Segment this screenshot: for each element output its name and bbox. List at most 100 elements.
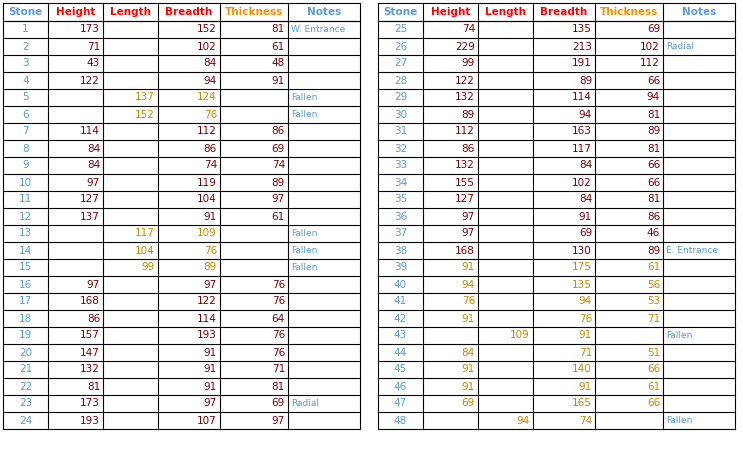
Text: 91: 91 [461,364,475,374]
Text: Height: Height [431,7,470,17]
Text: 132: 132 [455,161,475,170]
Text: 66: 66 [646,75,660,86]
Text: 114: 114 [197,313,217,323]
Text: 97: 97 [204,399,217,409]
Text: 135: 135 [572,280,592,290]
Text: 91: 91 [272,75,285,86]
Text: 20: 20 [19,348,32,358]
Text: 53: 53 [646,296,660,307]
Text: 165: 165 [572,399,592,409]
Text: 4: 4 [22,75,29,86]
Text: 24: 24 [19,415,32,425]
Text: 30: 30 [394,110,407,120]
Text: 97: 97 [87,178,100,188]
Text: 33: 33 [394,161,407,170]
Text: 91: 91 [204,348,217,358]
Text: Notes: Notes [682,7,716,17]
Text: Fallen: Fallen [666,416,692,425]
Text: 26: 26 [394,41,407,51]
Text: 109: 109 [510,331,530,341]
Text: 97: 97 [87,280,100,290]
Text: 89: 89 [461,110,475,120]
Text: 76: 76 [272,348,285,358]
Text: 89: 89 [646,245,660,256]
Text: 91: 91 [579,382,592,391]
Text: 137: 137 [80,212,100,221]
Text: 71: 71 [272,364,285,374]
Text: 97: 97 [204,280,217,290]
Text: 94: 94 [461,280,475,290]
Text: Notes: Notes [307,7,341,17]
Text: 114: 114 [572,92,592,102]
Text: 152: 152 [135,110,155,120]
Text: 76: 76 [272,296,285,307]
Text: 147: 147 [80,348,100,358]
Text: Breadth: Breadth [166,7,212,17]
Text: 64: 64 [272,313,285,323]
Text: 173: 173 [80,24,100,34]
Text: 112: 112 [455,126,475,137]
Text: 31: 31 [394,126,407,137]
Text: 117: 117 [135,229,155,239]
Text: 91: 91 [204,364,217,374]
Text: 47: 47 [394,399,407,409]
Text: 44: 44 [394,348,407,358]
Text: 38: 38 [394,245,407,256]
Text: 84: 84 [579,194,592,204]
Text: 37: 37 [394,229,407,239]
Text: 168: 168 [80,296,100,307]
Text: 74: 74 [272,161,285,170]
Text: 86: 86 [272,126,285,137]
Text: 36: 36 [394,212,407,221]
Text: 56: 56 [646,280,660,290]
Text: 69: 69 [579,229,592,239]
Text: 76: 76 [272,331,285,341]
Text: 35: 35 [394,194,407,204]
Text: 51: 51 [646,348,660,358]
Text: Thickness: Thickness [600,7,658,17]
Text: 97: 97 [461,212,475,221]
Text: 135: 135 [572,24,592,34]
Text: 99: 99 [461,59,475,69]
Text: 61: 61 [646,262,660,272]
Text: 61: 61 [272,41,285,51]
Text: 107: 107 [197,415,217,425]
Text: Fallen: Fallen [291,93,317,102]
Text: 5: 5 [22,92,29,102]
Text: 17: 17 [19,296,32,307]
Text: 9: 9 [22,161,29,170]
Text: 19: 19 [19,331,32,341]
Text: 137: 137 [135,92,155,102]
Text: 71: 71 [579,348,592,358]
Text: 193: 193 [80,415,100,425]
Text: 76: 76 [461,296,475,307]
Text: 89: 89 [272,178,285,188]
Text: 71: 71 [646,313,660,323]
Text: 94: 94 [516,415,530,425]
Text: 102: 102 [572,178,592,188]
Text: 84: 84 [87,143,100,153]
Text: 94: 94 [579,296,592,307]
Text: Fallen: Fallen [291,246,317,255]
Text: 81: 81 [646,110,660,120]
Text: 28: 28 [394,75,407,86]
Text: 76: 76 [204,245,217,256]
Text: 152: 152 [197,24,217,34]
Text: Breadth: Breadth [540,7,588,17]
Text: 91: 91 [579,331,592,341]
Text: 86: 86 [204,143,217,153]
Text: 122: 122 [80,75,100,86]
Text: 119: 119 [197,178,217,188]
Text: 104: 104 [135,245,155,256]
Text: Fallen: Fallen [666,331,692,340]
Text: 66: 66 [646,161,660,170]
Text: 168: 168 [455,245,475,256]
Text: 213: 213 [572,41,592,51]
Text: 69: 69 [646,24,660,34]
Text: 86: 86 [646,212,660,221]
Text: 89: 89 [646,126,660,137]
Text: 23: 23 [19,399,32,409]
Text: 104: 104 [197,194,217,204]
Text: 81: 81 [646,143,660,153]
Text: 193: 193 [197,331,217,341]
